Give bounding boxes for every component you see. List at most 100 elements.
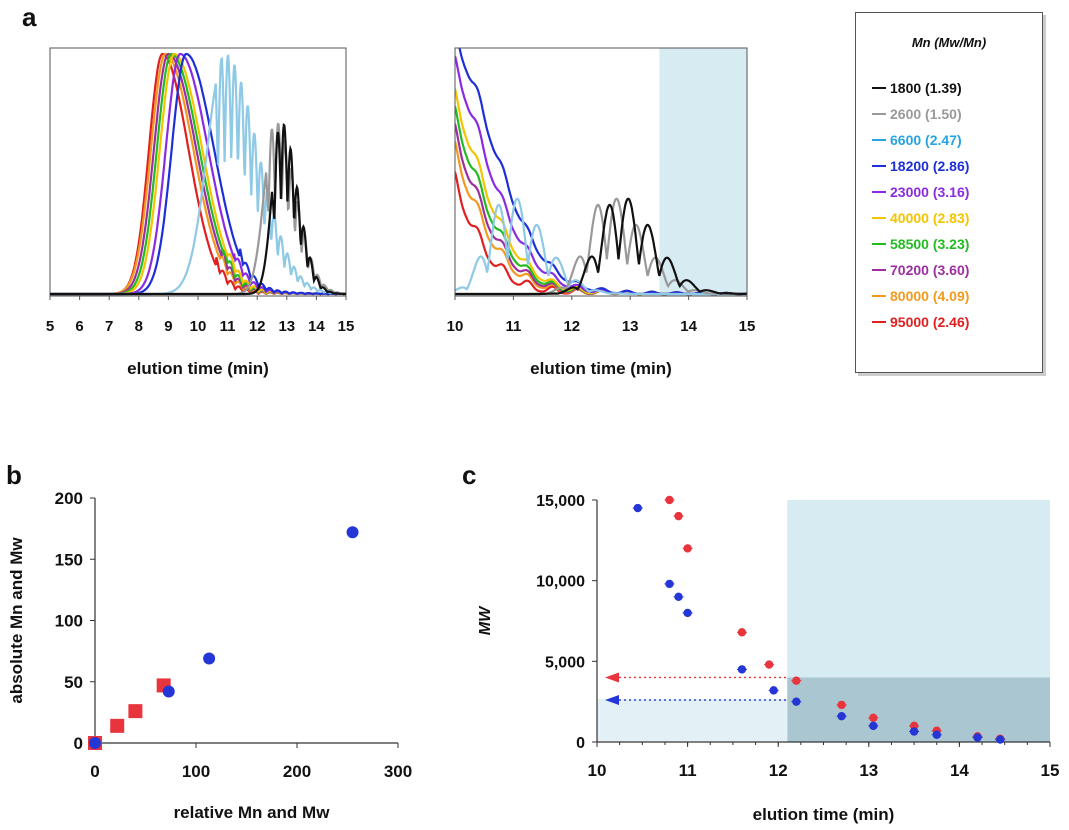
x-tick-label: 200 [283,762,311,781]
data-point [869,713,878,722]
data-point-circle [162,685,175,698]
panel-label-b: b [6,460,22,490]
x-tick-label: 7 [105,318,113,335]
x-axis-label-b: relative Mn and Mw [174,803,331,822]
x-tick-label: 13 [278,318,295,335]
data-point [837,700,846,710]
legend-label: 6600 (2.47) [890,132,962,148]
x-tick-label: 6 [75,318,83,335]
y-tick-label: 0 [74,734,83,753]
series-line [50,122,346,296]
legend-swatch [872,321,886,323]
x-tick-label: 14 [308,318,325,335]
x-tick-label: 15 [338,318,355,335]
legend-label: 58500 (3.23) [890,236,970,252]
arrowhead [605,695,619,706]
x-tick-label: 14 [680,318,697,335]
x-tick-label: 15 [739,318,756,335]
x-axis-label-a-right: elution time (min) [530,359,672,378]
legend-label: 2600 (1.50) [890,106,962,122]
legend-label: 18200 (2.86) [890,158,970,174]
x-tick-label: 10 [447,318,464,335]
x-axis-label-a-left: elution time (min) [127,359,269,378]
y-tick-label: 0 [576,735,585,752]
data-point-circle [89,737,101,749]
legend-item: 18200 (2.86) [872,153,969,179]
arrowhead [605,672,619,683]
x-tick-label: 13 [622,318,639,335]
legend-item: 40000 (2.83) [872,205,969,231]
x-tick-label: 13 [859,761,878,780]
data-point [674,511,683,521]
x-tick-label: 9 [164,318,172,335]
legend-swatch [872,217,886,219]
y-axis-label-c: MW [477,605,494,635]
y-tick-label: 50 [64,673,83,692]
light-band-c [597,699,788,741]
y-tick-label: 100 [55,612,83,631]
x-tick-label: 11 [679,761,697,780]
data-point [932,730,941,739]
x-tick-label: 12 [249,318,266,335]
legend-label: 1800 (1.39) [890,80,962,96]
x-tick-label: 0 [90,762,99,781]
x-tick-label: 10 [190,318,207,335]
legend-item: 70200 (3.60) [872,257,969,283]
panel-label-a: a [22,2,37,32]
plot-frame-a-right [454,47,748,297]
data-point [674,592,683,601]
y-tick-label: 10,000 [536,574,585,591]
y-axis-label-b: absolute Mn and Mw [7,537,26,704]
x-tick-label: 10 [588,761,607,780]
data-point [764,660,774,669]
legend-label: 40000 (2.83) [890,210,970,226]
legend-swatch [872,295,886,297]
y-tick-label: 150 [55,550,83,569]
y-tick-label: 15,000 [536,493,585,510]
legend-swatch [872,113,886,115]
legend-label: 80000 (4.09) [890,288,970,304]
legend-swatch [872,269,886,271]
data-point [665,579,674,589]
data-point [737,628,747,637]
legend-item: 1800 (1.39) [872,75,962,101]
y-tick-label: 200 [55,489,83,508]
shaded-region-a-right [659,48,747,296]
x-tick-label: 11 [505,318,521,335]
data-point [769,686,778,695]
data-point [869,721,878,731]
legend-item: 58500 (3.23) [872,231,969,257]
legend-item: 6600 (2.47) [872,127,962,153]
y-tick-label: 5,000 [545,654,585,671]
data-point [683,608,692,618]
series-line [455,197,747,296]
data-point [792,697,801,706]
data-point [683,544,692,553]
data-point [909,727,919,736]
legend-item: 2600 (1.50) [872,101,962,127]
x-tick-label: 12 [563,318,580,335]
legend-label: 70200 (3.60) [890,262,970,278]
data-point [665,495,674,505]
series-line [455,197,747,296]
data-point [837,711,846,721]
legend-swatch [872,165,886,167]
dark-region-c [787,677,1050,742]
x-axis-label-c: elution time (min) [753,805,895,824]
x-tick-label: 300 [384,762,412,781]
legend: Mn (Mw/Mn) 1800 (1.39) 2600 (1.50) 6600 (2… [855,12,1043,373]
data-point-square [110,718,125,733]
legend-swatch [872,191,886,193]
series-group-a-left [50,52,346,296]
panel-label-c: c [462,460,477,490]
x-tick-label: 100 [182,762,210,781]
x-tick-label: 12 [769,761,788,780]
legend-label: 95000 (2.46) [890,314,970,330]
legend-item: 23000 (3.16) [872,179,969,205]
x-tick-label: 14 [950,761,969,780]
data-point [995,735,1005,744]
data-point [792,676,801,685]
data-point [737,665,747,674]
series-group-a-right [455,48,747,296]
